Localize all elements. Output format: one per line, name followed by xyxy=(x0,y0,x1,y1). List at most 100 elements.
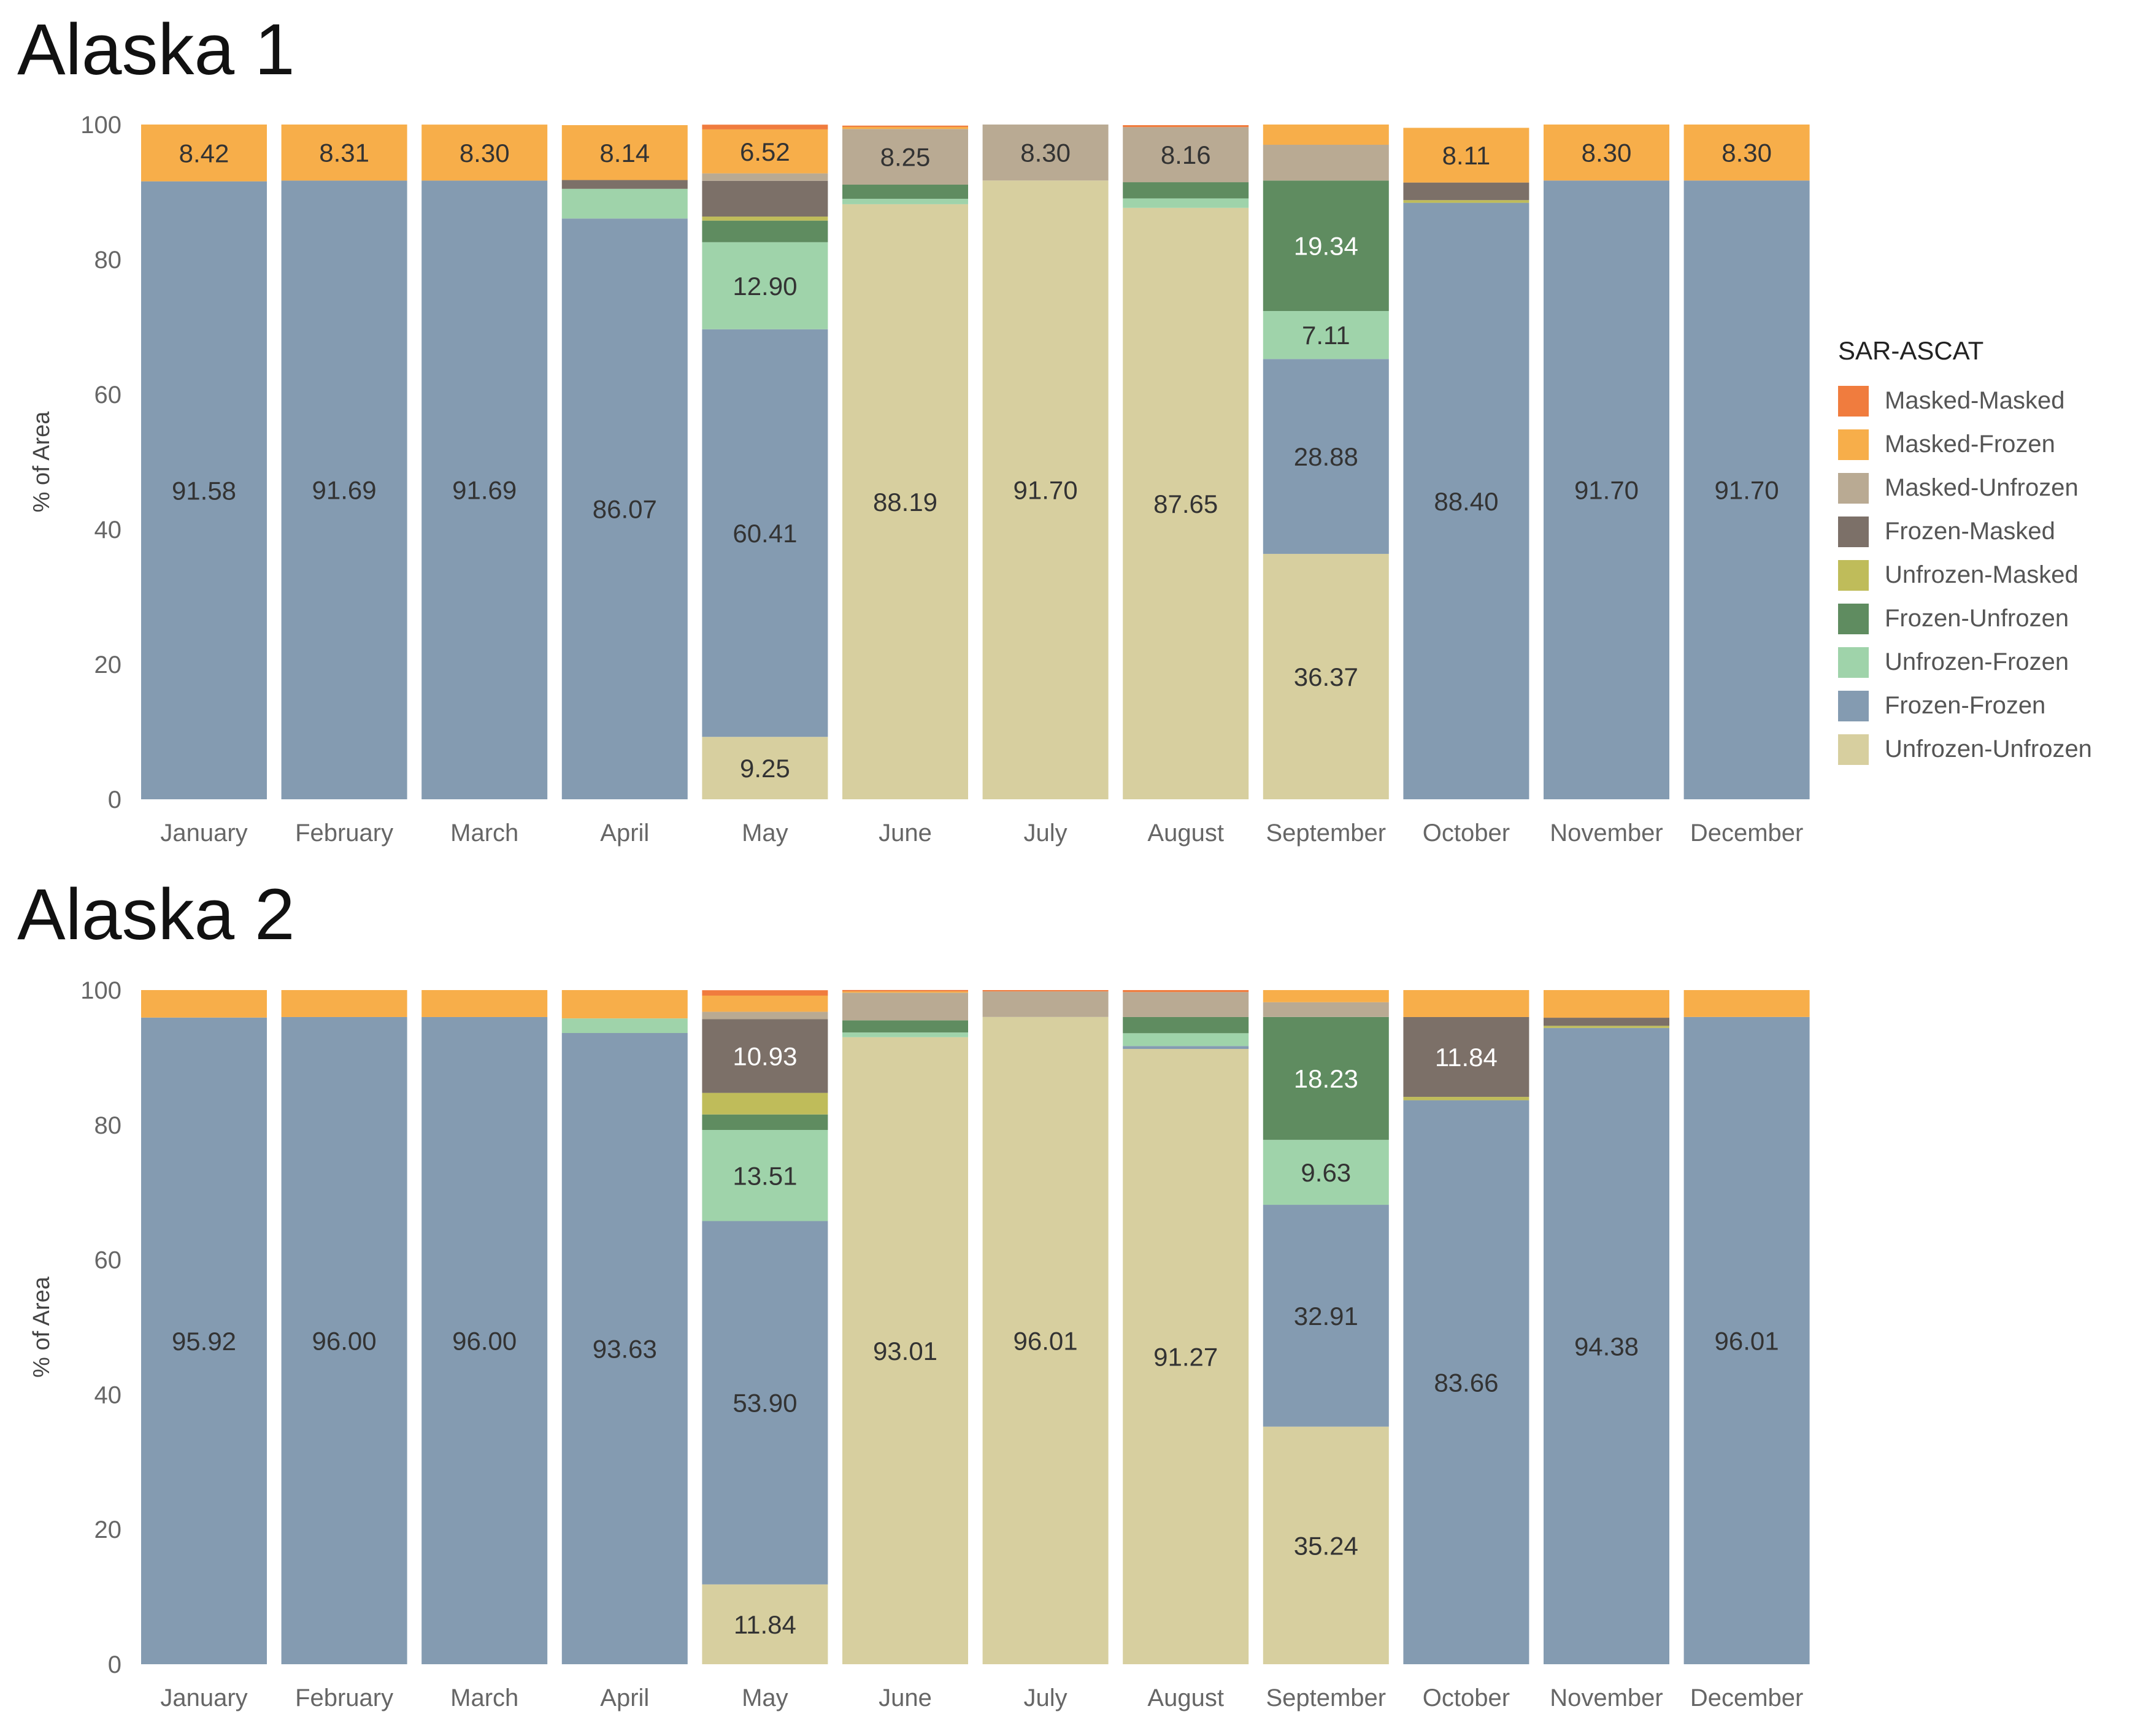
bar-october: 11.84 83.66 xyxy=(1403,990,1529,1664)
bar-segment xyxy=(842,199,968,204)
x-tick-label: October xyxy=(1423,820,1510,847)
bar-segment xyxy=(421,125,548,181)
bar-segment xyxy=(1544,1026,1669,1028)
bar-segment xyxy=(702,242,828,329)
data-label: 8.31 xyxy=(319,139,369,167)
bar-segment xyxy=(1403,1100,1529,1664)
bar-segment xyxy=(1403,990,1529,1017)
y-tick-label: 20 xyxy=(94,1516,122,1543)
y-tick-label: 80 xyxy=(94,1112,122,1139)
x-tick-label: February xyxy=(295,1684,393,1711)
bar-segment xyxy=(842,991,968,993)
bar-june: 8.25 88.19 xyxy=(842,125,968,799)
legend-item: Masked-Frozen xyxy=(1838,423,2092,466)
legend-swatch xyxy=(1838,559,1869,591)
legend-label: Frozen-Frozen xyxy=(1885,692,2046,719)
data-label: 8.14 xyxy=(599,139,650,167)
data-label: 10.93 xyxy=(733,1042,797,1071)
data-label: 8.30 xyxy=(1582,139,1632,167)
bar-segment xyxy=(1544,180,1669,799)
data-label: 13.51 xyxy=(733,1161,797,1190)
panel-2: 0 20 40 60 80 100 % of Area 95.92 January 96.00 Fe… xyxy=(29,977,1810,1711)
x-tick-label: October xyxy=(1423,1684,1510,1711)
data-label: 91.70 xyxy=(1014,476,1078,505)
data-label: 8.30 xyxy=(460,139,510,167)
bar-segment xyxy=(702,217,828,221)
bar-segment xyxy=(702,1221,828,1584)
bar-segment xyxy=(1403,182,1529,201)
bar-april: 8.14 86.07 xyxy=(561,125,688,800)
bar-segment xyxy=(141,125,267,182)
data-label: 83.66 xyxy=(1434,1368,1498,1397)
data-label: 91.69 xyxy=(452,476,517,505)
y-axis-label: % of Area xyxy=(29,1276,55,1378)
legend-item: Frozen-Masked xyxy=(1838,510,2092,553)
data-label: 8.30 xyxy=(1721,139,1772,167)
data-label: 93.01 xyxy=(873,1337,937,1365)
legend-label: Masked-Masked xyxy=(1885,387,2065,414)
y-tick-label: 20 xyxy=(94,651,122,678)
bar-segment xyxy=(842,989,968,992)
x-tick-label: May xyxy=(742,1684,788,1711)
bar-segment xyxy=(561,188,688,219)
bar-segment xyxy=(982,180,1109,799)
x-tick-label: June xyxy=(879,820,932,847)
bar-september: 18.23 9.63 32.91 35.24 xyxy=(1263,990,1389,1664)
legend-item: Unfrozen-Masked xyxy=(1838,553,2092,597)
bar-segment xyxy=(702,990,828,996)
bar-segment xyxy=(1263,311,1389,359)
bar-segment xyxy=(1403,1016,1529,1097)
y-tick-label: 40 xyxy=(94,517,122,543)
data-label: 94.38 xyxy=(1574,1332,1639,1361)
bar-october: 8.11 88.40 xyxy=(1403,128,1529,800)
data-label: 96.00 xyxy=(312,1326,377,1355)
data-label: 91.58 xyxy=(172,476,236,505)
bar-segment xyxy=(281,125,407,181)
bar-segment xyxy=(1403,1097,1529,1100)
legend-swatch xyxy=(1838,472,1869,504)
bar-segment xyxy=(1263,990,1389,1002)
x-tick-label: January xyxy=(160,820,247,847)
y-axis-label: % of Area xyxy=(29,411,55,513)
x-tick-label: July xyxy=(1024,820,1068,847)
legend-label: Unfrozen-Masked xyxy=(1885,561,2079,588)
bar-segment xyxy=(702,129,828,174)
bar-segment xyxy=(561,990,688,1019)
bar-segment xyxy=(1123,1046,1249,1049)
data-label: 91.70 xyxy=(1715,476,1779,505)
bar-segment xyxy=(1544,1027,1669,1664)
bar-segment xyxy=(561,218,688,800)
bar-segment xyxy=(702,180,828,217)
bar-segment xyxy=(702,1584,828,1664)
data-label: 19.34 xyxy=(1294,232,1358,261)
bar-january: 95.92 xyxy=(141,990,267,1664)
data-label: 88.40 xyxy=(1434,487,1498,516)
x-tick-label: September xyxy=(1266,1684,1386,1711)
data-label: 7.11 xyxy=(1302,321,1350,350)
bar-may: 6.52 12.90 60.41 9.25 xyxy=(702,125,828,799)
bar-segment xyxy=(1123,207,1249,800)
bar-segment xyxy=(1123,1048,1249,1664)
data-label: 88.19 xyxy=(873,488,937,517)
bar-segment xyxy=(1544,125,1669,181)
bar-segment xyxy=(702,329,828,737)
data-label: 8.16 xyxy=(1161,140,1211,169)
y-tick-label: 60 xyxy=(94,382,122,409)
x-tick-label: April xyxy=(600,820,649,847)
data-label: 18.23 xyxy=(1294,1064,1358,1093)
x-tick-label: November xyxy=(1550,1684,1663,1711)
y-tick-label: 40 xyxy=(94,1381,122,1408)
legend-label: Masked-Unfrozen xyxy=(1885,474,2079,501)
legend-swatch xyxy=(1838,429,1869,460)
bar-segment xyxy=(1544,990,1669,1018)
legend-swatch xyxy=(1838,603,1869,634)
bar-segment xyxy=(1683,125,1810,181)
data-label: 28.88 xyxy=(1294,442,1358,471)
bar-segment xyxy=(702,1012,828,1020)
bar-segment xyxy=(842,126,968,129)
x-tick-label: November xyxy=(1550,820,1663,847)
bar-segment xyxy=(1123,1033,1249,1047)
data-label: 35.24 xyxy=(1294,1531,1358,1560)
bar-segment xyxy=(702,1019,828,1093)
bar-segment xyxy=(842,129,968,185)
